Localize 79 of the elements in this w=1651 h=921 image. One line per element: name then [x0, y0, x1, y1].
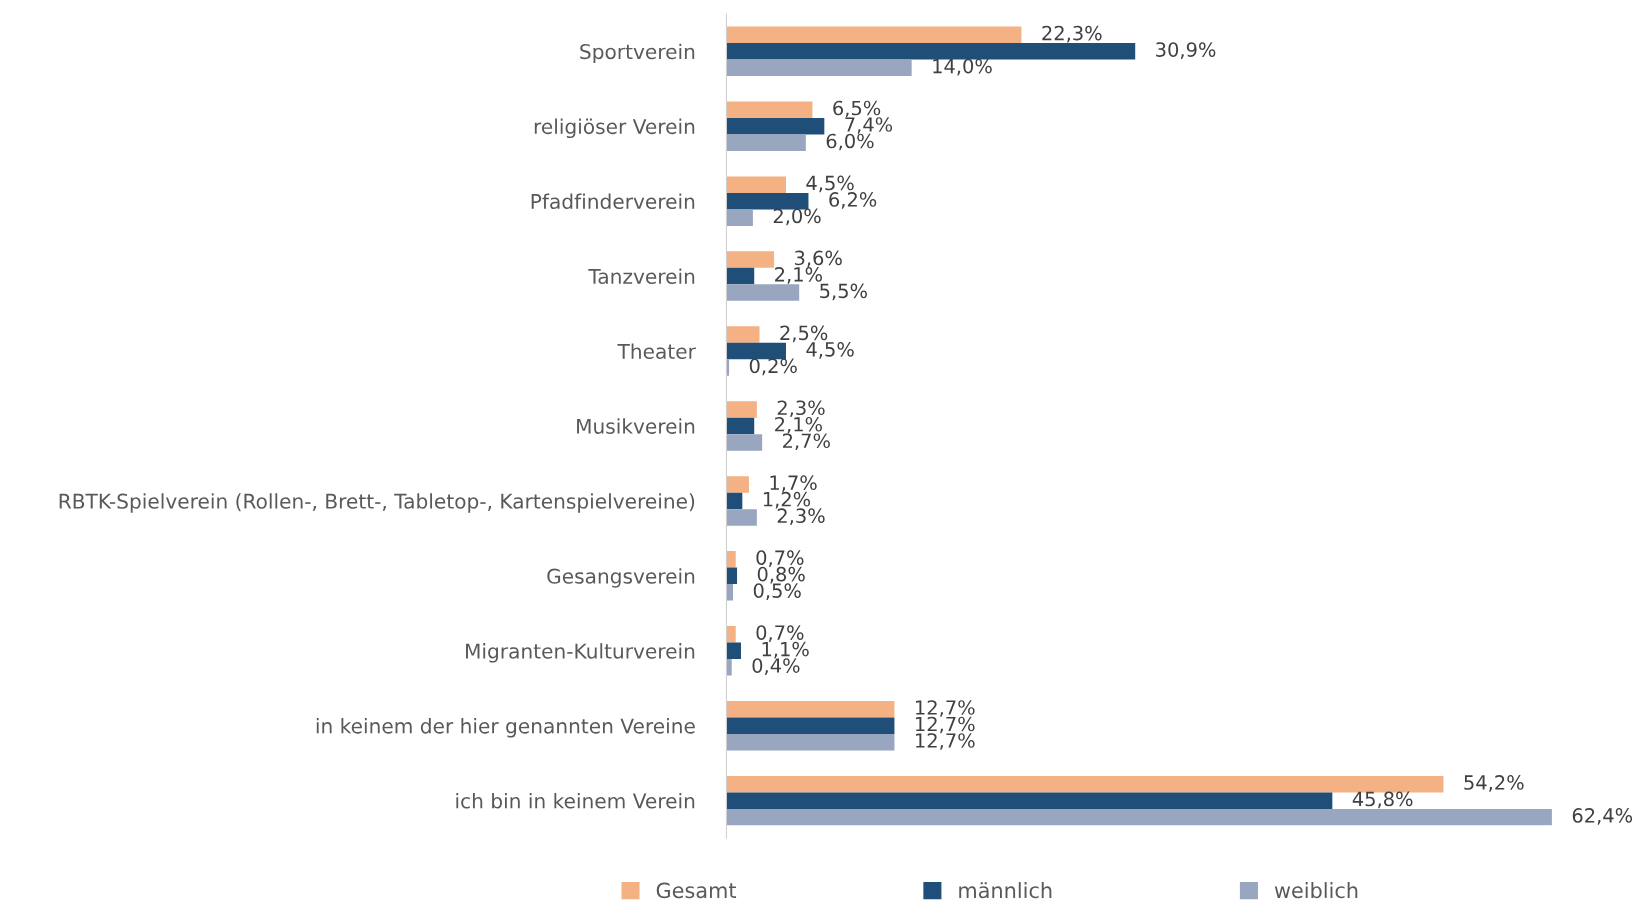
legend-label: männlich	[959, 882, 1052, 899]
data-label: 45,8%	[1352, 791, 1413, 809]
data-label: 2,1%	[775, 416, 822, 434]
data-label: 12,7%	[916, 716, 975, 734]
data-label: 7,4%	[845, 117, 893, 134]
bar	[726, 434, 763, 451]
bar	[726, 476, 749, 493]
bar	[726, 584, 734, 601]
bar	[726, 733, 895, 751]
y-tick-label: Sportverein	[580, 43, 695, 64]
bar	[726, 26, 1022, 44]
data-label: 2,1%	[775, 267, 822, 284]
bar	[726, 176, 786, 193]
y-tick-label: Gesangsverein	[547, 568, 695, 588]
bar	[726, 642, 741, 660]
data-label: 0,2%	[749, 358, 797, 376]
data-label: 2,3%	[777, 508, 825, 526]
bar	[726, 659, 732, 676]
bar	[726, 284, 800, 301]
y-tick-label: Tanzverein	[588, 268, 695, 285]
bar	[726, 134, 806, 151]
bar	[726, 492, 743, 510]
bar	[726, 775, 1444, 793]
data-label: 12,7%	[916, 733, 975, 750]
data-label: 4,5%	[806, 175, 854, 193]
bar	[726, 792, 1333, 809]
data-label: 0,4%	[752, 658, 800, 675]
data-label: 0,7%	[756, 550, 804, 567]
data-label: 12,7%	[916, 700, 975, 717]
y-tick-label: Migranten-Kulturverein	[466, 643, 695, 663]
data-label: 30,9%	[1156, 42, 1216, 59]
legend-label: Gesamt	[656, 882, 737, 899]
bar	[726, 117, 825, 135]
bar	[726, 267, 755, 285]
bar	[726, 717, 895, 734]
y-tick-label: Musikverein	[577, 418, 695, 434]
bar	[726, 101, 813, 118]
bar	[726, 700, 895, 718]
data-label: 0,8%	[757, 566, 805, 584]
data-label: 54,2%	[1464, 775, 1524, 792]
bar	[726, 509, 757, 526]
y-tick-label: religiöser Verein	[534, 118, 695, 139]
bar	[726, 808, 1552, 826]
data-label: 14,0%	[933, 58, 992, 76]
y-tick-label: Pfadfinderverein	[531, 193, 695, 210]
data-label: 4,5%	[806, 341, 854, 359]
data-label: 2,5%	[780, 325, 828, 343]
data-label: 2,0%	[773, 208, 821, 226]
data-label: 2,3%	[777, 400, 825, 418]
data-label: 1,7%	[770, 475, 817, 493]
data-label: 22,3%	[1042, 25, 1102, 43]
data-label: 62,4%	[1572, 808, 1633, 825]
data-label: 0,5%	[753, 583, 801, 600]
data-label: 1,2%	[763, 491, 811, 509]
bar	[726, 326, 760, 343]
legend-label: weiblich	[1274, 882, 1358, 899]
bar	[726, 342, 786, 360]
bar	[726, 401, 757, 418]
data-label: 6,5%	[833, 100, 881, 118]
data-label: 6,2%	[829, 192, 877, 209]
data-label: 3,6%	[794, 250, 842, 268]
y-tick-label: Theater	[617, 343, 696, 359]
data-label: 5,5%	[820, 283, 867, 301]
data-label: 0,7%	[756, 625, 804, 642]
bar	[726, 626, 736, 643]
data-label: 1,1%	[762, 641, 809, 659]
bar	[726, 59, 912, 77]
bar	[726, 251, 775, 268]
bar	[726, 551, 736, 568]
bar	[726, 209, 753, 226]
bar	[726, 567, 738, 585]
bar	[726, 43, 1136, 60]
bar	[726, 192, 809, 210]
data-label: 2,7%	[783, 433, 830, 451]
y-tick-label: ich bin in keinem Verein	[456, 792, 695, 809]
y-tick-label: RBTK-Spielverein (Rollen-, Brett-, Tabletop-, Kartenspielvereine)	[59, 493, 695, 513]
bar	[726, 417, 755, 435]
y-tick-label: in keinem der hier genannten Vereine	[316, 718, 695, 738]
data-label: 6,0%	[826, 133, 874, 151]
